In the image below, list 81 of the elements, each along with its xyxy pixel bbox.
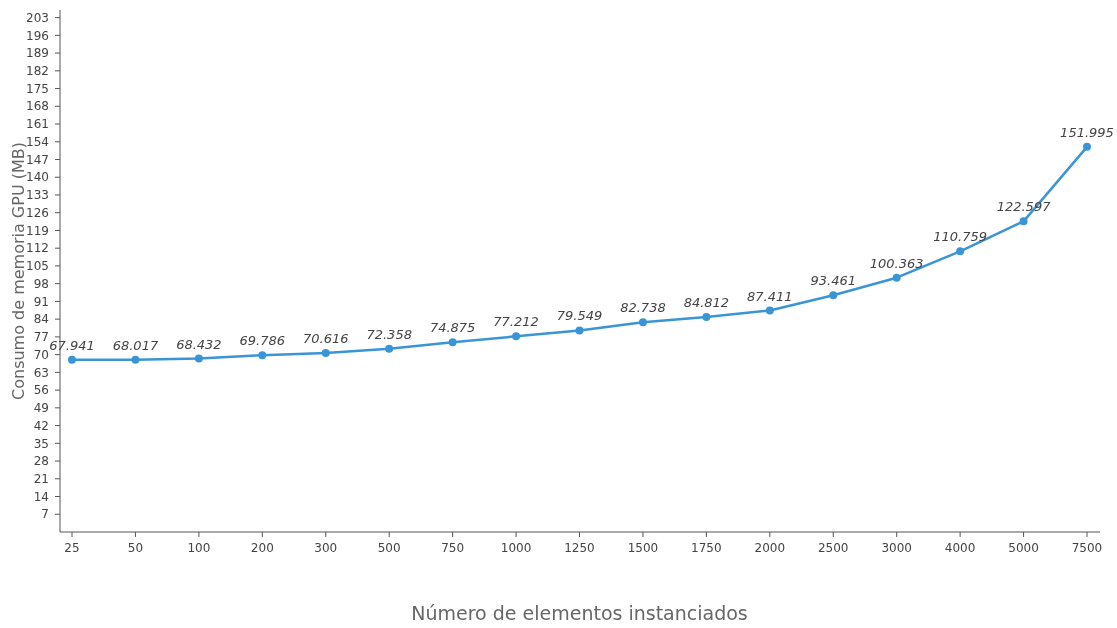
y-tick-label: 182 xyxy=(26,64,49,79)
data-label: 74.875 xyxy=(429,320,476,336)
x-tick-label: 750 xyxy=(441,541,465,555)
data-label: 70.616 xyxy=(303,331,349,347)
x-tick-label: 2000 xyxy=(754,541,786,555)
y-tick-label: 203 xyxy=(26,10,49,25)
x-tick-label: 50 xyxy=(127,541,144,555)
x-tick-label: 3000 xyxy=(881,541,912,555)
point xyxy=(321,349,330,358)
x-tick-label: 100 xyxy=(187,541,211,555)
y-tick-label: 63 xyxy=(33,365,49,380)
data-label: 93.461 xyxy=(810,273,856,289)
x-tick-label: 1750 xyxy=(691,541,722,555)
y-tick-label: 175 xyxy=(26,81,49,96)
point xyxy=(829,291,838,300)
point xyxy=(702,313,711,322)
y-tick-label: 133 xyxy=(26,188,49,203)
y-tick-label: 147 xyxy=(26,152,49,167)
x-tick-label: 300 xyxy=(314,541,338,555)
point xyxy=(1083,142,1091,151)
y-axis-title: Consumo de memoria GPU (MB) xyxy=(9,142,28,400)
y-tick-label: 77 xyxy=(33,330,49,345)
y-tick-label: 49 xyxy=(33,401,49,416)
x-tick-label: 2500 xyxy=(817,541,849,555)
y-tick-label: 21 xyxy=(33,471,49,486)
y-tick-label: 105 xyxy=(26,259,49,274)
point xyxy=(68,355,76,364)
data-label: 68.432 xyxy=(176,336,222,352)
y-tick-label: 35 xyxy=(33,436,49,451)
y-tick-label: 168 xyxy=(26,99,49,114)
data-label: 72.358 xyxy=(366,326,412,342)
x-tick-label: 1000 xyxy=(500,541,532,555)
x-tick-label: 5000 xyxy=(1008,541,1039,555)
data-label: 79.549 xyxy=(556,308,603,324)
y-tick-label: 42 xyxy=(33,418,49,433)
data-label: 77.212 xyxy=(493,314,539,330)
x-tick-label: 200 xyxy=(250,541,274,555)
point xyxy=(892,273,901,282)
y-tick-label: 28 xyxy=(33,454,49,469)
y-tick-label: 154 xyxy=(26,134,49,149)
point xyxy=(765,306,774,315)
data-label: 84.812 xyxy=(683,295,730,311)
x-tick-label: 7500 xyxy=(1071,541,1103,555)
data-label: 110.759 xyxy=(933,229,988,245)
data-label: 67.941 xyxy=(49,337,95,353)
data-label: 68.017 xyxy=(112,337,159,353)
y-tick-label: 7 xyxy=(41,507,49,522)
y-tick-label: 126 xyxy=(26,205,49,220)
data-label: 82.738 xyxy=(620,300,666,316)
y-tick-label: 14 xyxy=(33,489,49,504)
point xyxy=(131,355,140,364)
y-tick-label: 161 xyxy=(26,117,49,132)
y-tick-label: 189 xyxy=(26,46,49,61)
y-tick-label: 119 xyxy=(26,223,49,238)
point xyxy=(1019,217,1028,226)
x-tick-label: 4000 xyxy=(944,541,976,555)
point xyxy=(385,344,394,353)
y-tick-label: 84 xyxy=(33,312,49,327)
data-label: 69.786 xyxy=(239,333,286,349)
x-tick-label: 1250 xyxy=(564,541,595,555)
point xyxy=(194,354,203,363)
point xyxy=(956,247,965,256)
point xyxy=(258,351,267,360)
data-label: 87.411 xyxy=(747,288,793,304)
y-tick-label: 112 xyxy=(26,241,49,256)
data-label: 100.363 xyxy=(869,255,924,271)
point xyxy=(448,338,457,347)
point xyxy=(575,326,584,335)
point xyxy=(512,332,521,341)
y-tick-label: 196 xyxy=(26,28,49,43)
x-axis-title: Número de elementos instanciados xyxy=(411,602,748,624)
y-tick-label: 140 xyxy=(26,170,49,185)
y-tick-label: 98 xyxy=(33,276,49,291)
point xyxy=(638,318,647,327)
y-tick-label: 91 xyxy=(33,294,49,309)
x-tick-label: 25 xyxy=(64,541,80,555)
x-tick-label: 500 xyxy=(377,541,401,555)
y-tick-label: 56 xyxy=(33,383,49,398)
x-tick-label: 1500 xyxy=(627,541,659,555)
y-tick-label: 70 xyxy=(33,347,49,362)
data-label: 151.995 xyxy=(1060,124,1114,140)
